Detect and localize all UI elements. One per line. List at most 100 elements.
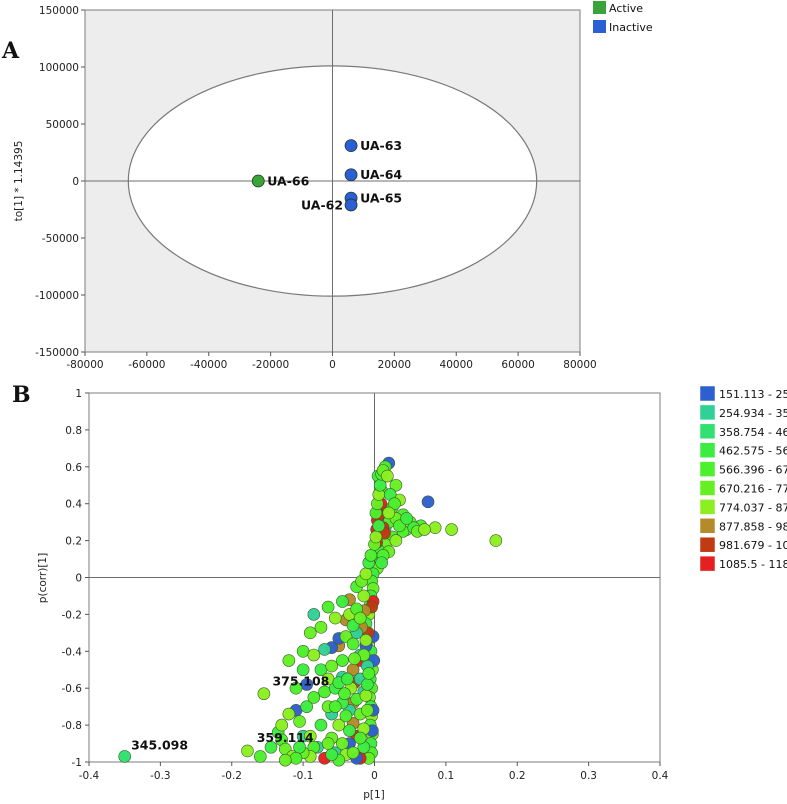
data-point [332,718,346,732]
x-tick-label: -0.1 [293,770,314,782]
data-point [296,644,310,658]
data-point [362,667,376,680]
data-point [353,611,367,625]
y-tick-label: 50000 [46,119,79,131]
data-point [353,731,367,745]
point-label: UA-63 [360,138,402,153]
panel-a-letter: A [1,38,20,64]
x-tick-label: 0 [329,359,336,371]
legend-swatch-inactive [593,20,606,33]
x-tick-label: -0.4 [79,770,100,782]
legend-label: Active [609,2,643,15]
data-point [307,608,321,621]
legend-label: 774.037 - 877.858 [719,501,787,514]
legend-swatch [699,499,716,515]
data-point [282,707,296,721]
x-tick-label: -80000 [66,359,103,371]
legend-swatch [699,536,716,553]
data-point [289,752,303,765]
y-tick-label: 0 [72,176,79,188]
data-point [300,700,313,713]
point-label-345-098: 345.098 [131,737,188,752]
legend-label: 877.858 - 981.679 [719,520,787,533]
data-point [389,534,403,547]
data-point [489,534,503,547]
data-point [293,715,306,728]
point-label: UA-62 [301,197,343,212]
data-point [388,497,401,511]
data-point [307,691,321,704]
data-point [328,611,342,625]
legend-label: 358.754 - 462.575 [719,426,787,439]
y-tick-label: 100000 [39,62,79,74]
data-point [282,654,296,667]
legend-swatch [699,385,716,402]
data-point [321,600,335,614]
data-point [364,549,378,562]
y-tick-label: 0.2 [65,536,82,548]
y-tick-label: 0.4 [65,499,82,511]
data-point [341,672,354,686]
data-point [321,737,335,750]
legend-label: 1085.5 - 1189.32 [719,558,787,571]
y-tick-label: -150000 [35,347,79,359]
data-point [418,523,431,536]
data-point [445,523,458,536]
legend-label: 981.679 - 1085.5 [719,539,787,552]
data-point [361,704,374,717]
data-point [296,663,310,677]
y-tick-label: -100000 [35,290,79,302]
data-point [336,737,349,750]
loading-plot-b: -0.4 -0.3 -0.2 -0.1 0 0.1 0.2 0.3 0.4 1 0.8 0.6 0.4… [37,385,787,801]
panel-b-letter: B [12,382,31,408]
plot-b-x-axis-title: p[1] [363,789,385,801]
data-point [421,495,435,509]
data-point-ua-62 [344,198,358,212]
plot-b-y-axis-title: p(corr)[1] [37,553,49,603]
x-tick-label: 0.1 [438,770,455,782]
data-point [359,689,373,702]
legend-label: 462.575 - 566.396 [719,445,787,458]
point-label: UA-65 [360,191,402,206]
data-point [381,469,394,483]
data-point [253,750,267,763]
y-tick-label: -1 [72,757,82,769]
legend-swatch [699,555,716,572]
data-point [372,519,386,533]
data-point [264,740,278,754]
data-point [359,567,373,581]
x-tick-label: 0.4 [652,770,669,782]
y-tick-label: -0.2 [62,609,83,621]
data-point [389,478,403,492]
x-tick-label: -40000 [190,359,227,371]
data-point [303,626,317,640]
data-point [346,746,360,760]
x-tick-label: 0.3 [580,770,597,782]
y-tick-label: -50000 [42,233,79,245]
data-point [339,709,353,723]
legend-swatch-active [593,1,606,14]
data-point [346,637,360,651]
data-point-ua-63 [344,139,358,153]
point-label-359-114: 359.114 [257,730,314,745]
x-tick-label: -60000 [128,359,165,371]
data-point [369,530,383,544]
data-point [357,589,371,603]
x-tick-label: -20000 [252,359,289,371]
legend-swatch [699,423,716,440]
y-tick-label: -0.6 [62,683,83,695]
x-tick-label: 80000 [563,359,596,371]
data-point [314,718,328,732]
score-plot-a: -80000 -60000 -40000 -20000 0 20000 40000 60000… [13,1,653,371]
data-point [382,506,396,520]
x-tick-label: 0.2 [509,770,526,782]
point-label: UA-66 [267,174,309,189]
data-point [318,643,331,656]
legend-swatch [699,518,716,534]
legend-label: Inactive [609,21,653,34]
data-point [343,724,356,737]
x-tick-label: -0.2 [222,770,243,782]
data-point [338,687,351,701]
data-point [325,659,338,673]
y-tick-label: 0.8 [65,425,82,437]
